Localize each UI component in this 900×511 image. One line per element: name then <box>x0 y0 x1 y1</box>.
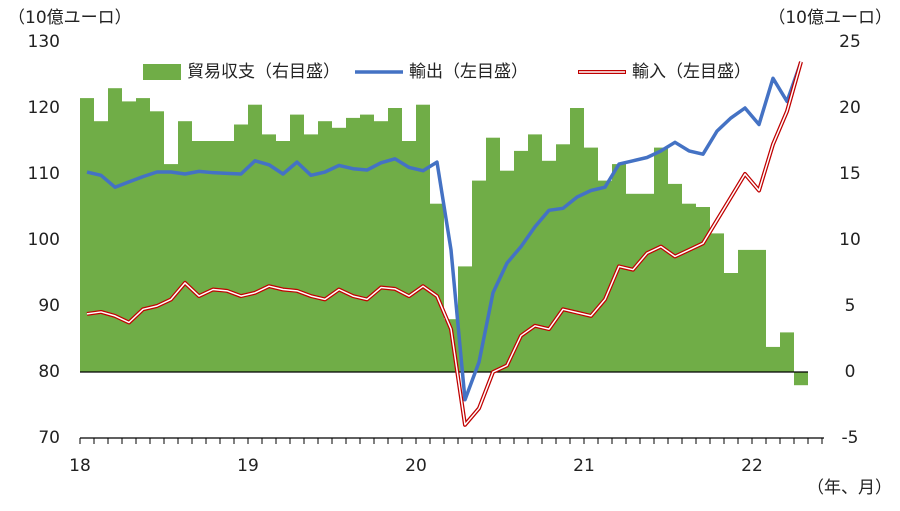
x-tick-label: 19 <box>237 456 259 476</box>
y-tick-label: 100 <box>28 230 60 250</box>
bar <box>360 114 374 372</box>
line-inner <box>86 61 802 426</box>
bar <box>514 150 528 372</box>
bar <box>178 121 192 372</box>
bar <box>234 124 248 372</box>
y2-tick-label: 20 <box>839 98 861 118</box>
y2-tick-label: -5 <box>842 428 859 448</box>
bar <box>724 273 738 372</box>
bar <box>472 180 486 372</box>
y2-tick-label: 25 <box>839 32 861 52</box>
bar <box>556 144 570 372</box>
line <box>86 61 803 402</box>
bar <box>710 233 724 372</box>
bar <box>780 332 794 372</box>
y-tick-label: 130 <box>28 32 60 52</box>
y-tick-label: 80 <box>38 362 60 382</box>
y-tick-label: 110 <box>28 164 60 184</box>
bar <box>640 193 654 372</box>
x-tick-label: 20 <box>405 456 427 476</box>
legend-swatch <box>143 64 181 80</box>
bar <box>290 114 304 372</box>
bar <box>416 104 430 372</box>
y-unit-right: （10億ユーロ） <box>768 8 892 28</box>
y2-tick-label: 10 <box>839 230 861 250</box>
bar <box>500 170 514 372</box>
bar <box>262 134 276 372</box>
bar <box>528 134 542 372</box>
y-unit-left: （10億ユーロ） <box>8 8 132 28</box>
bar <box>570 108 584 372</box>
bar <box>374 121 388 372</box>
bar <box>192 141 206 372</box>
bar <box>122 101 136 373</box>
bar <box>318 121 332 372</box>
bar <box>542 160 556 372</box>
y2-tick-label: 15 <box>839 164 861 184</box>
bar <box>430 203 444 372</box>
bar <box>668 183 682 372</box>
bar <box>276 141 290 372</box>
bar <box>696 207 710 372</box>
y2-tick-label: 0 <box>845 362 856 382</box>
y-tick-label: 120 <box>28 98 60 118</box>
bar <box>304 134 318 372</box>
bar <box>388 108 402 372</box>
bar <box>94 121 108 372</box>
bar <box>206 141 220 372</box>
bar <box>402 141 416 372</box>
legend-label: 輸出（左目盛） <box>409 62 528 82</box>
bar <box>136 98 150 372</box>
bar <box>80 98 94 372</box>
bar <box>486 137 500 372</box>
bar <box>332 127 346 372</box>
bar <box>108 88 122 372</box>
bar <box>598 180 612 372</box>
bar <box>766 346 780 372</box>
y2-tick-label: 5 <box>845 296 856 316</box>
bar <box>752 249 766 372</box>
bar <box>164 164 178 372</box>
bar <box>738 249 752 372</box>
bar <box>584 147 598 372</box>
bar <box>346 117 360 373</box>
y-tick-label: 90 <box>38 296 60 316</box>
bar <box>682 203 696 372</box>
legend-label: 貿易収支（右目盛） <box>187 62 340 82</box>
bar <box>794 372 808 386</box>
bar <box>150 111 164 373</box>
bar <box>220 141 234 372</box>
x-tick-label: 18 <box>69 456 91 476</box>
bar <box>654 147 668 372</box>
bar <box>248 104 262 372</box>
x-unit: （年、月） <box>807 478 892 498</box>
y-tick-label: 70 <box>38 428 60 448</box>
x-tick-label: 21 <box>573 456 595 476</box>
bar <box>626 193 640 372</box>
x-tick-label: 22 <box>741 456 763 476</box>
legend-label: 輸入（左目盛） <box>632 62 751 82</box>
